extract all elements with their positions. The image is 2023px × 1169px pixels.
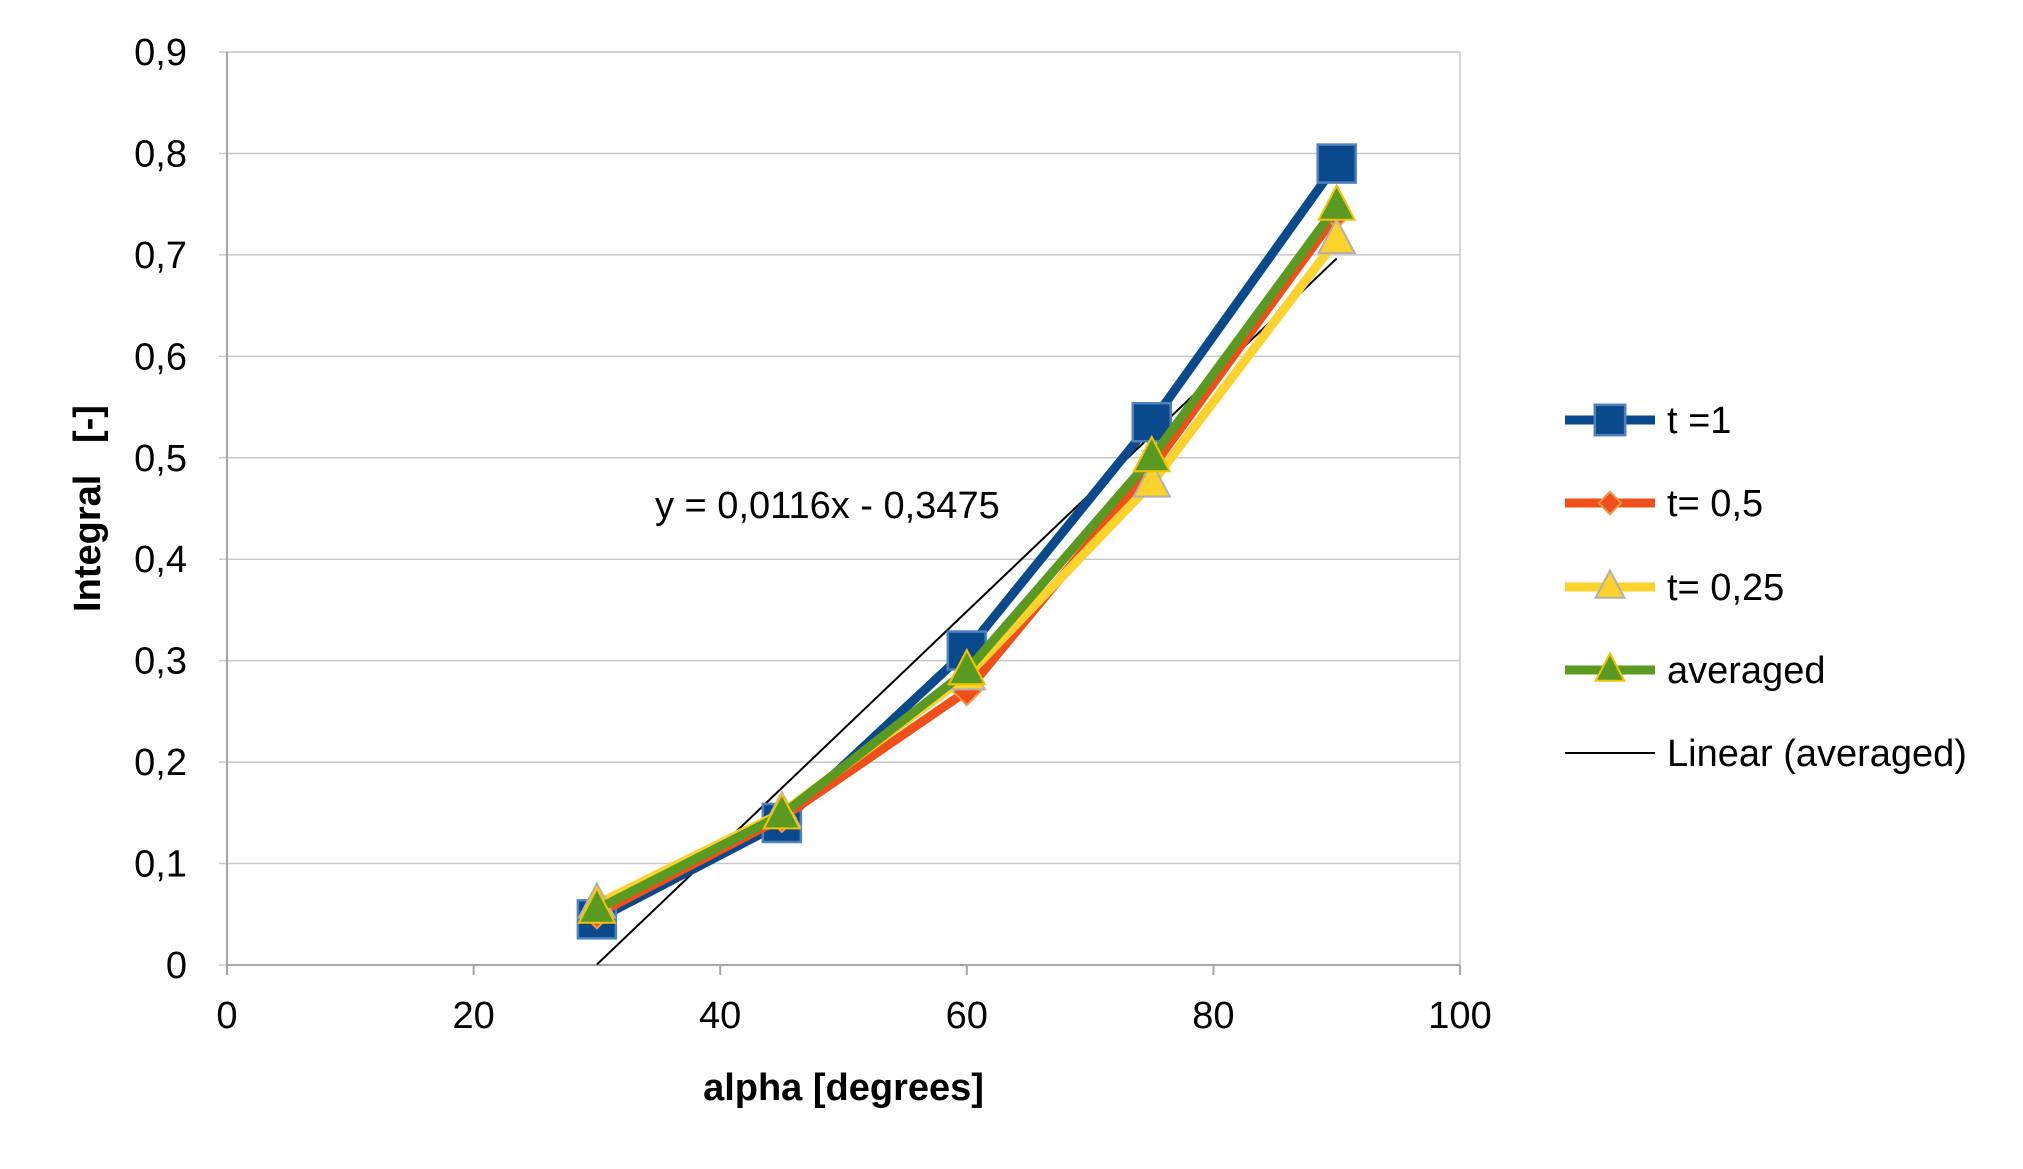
y-tick-label: 0,8 — [134, 133, 187, 175]
y-tick-label: 0,9 — [134, 32, 187, 74]
series-0 — [576, 143, 1357, 940]
y-tick-label: 0,6 — [134, 336, 187, 378]
data-point — [1317, 216, 1357, 255]
x-tick-label: 100 — [1428, 995, 1491, 1037]
y-tick-label: 0,4 — [134, 539, 187, 581]
grid-lines — [219, 51, 1461, 966]
legend: t =1 t= 0,5 t= 0,25 averaged Linear (average… — [1565, 400, 1967, 775]
x-tick-label: 20 — [452, 995, 494, 1037]
series-3 — [577, 183, 1357, 924]
series-line — [594, 160, 1341, 924]
x-tick-label: 80 — [1192, 995, 1234, 1037]
y-tick-labels: 0 0,1 0,2 0,3 0,4 0,5 0,6 0,7 0,8 0,9 — [134, 32, 187, 987]
legend-label: t= 0,5 — [1667, 483, 1763, 525]
data-point — [1132, 434, 1172, 473]
series-2 — [577, 216, 1357, 919]
legend-item: averaged — [1565, 650, 1825, 692]
data-point — [947, 647, 987, 686]
legend-item: t =1 — [1565, 400, 1731, 442]
legend-marker — [1593, 651, 1627, 682]
legend-label: t =1 — [1667, 400, 1731, 442]
y-tick-label: 0,2 — [134, 742, 187, 784]
legend-item: Linear (averaged) — [1565, 733, 1967, 775]
x-tick-label: 60 — [946, 995, 988, 1037]
legend-label: Linear (averaged) — [1667, 733, 1967, 775]
legend-marker — [1593, 568, 1627, 599]
series-line — [594, 236, 1341, 909]
data-point — [577, 886, 617, 924]
series-group — [576, 143, 1357, 940]
legend-label: averaged — [1667, 650, 1825, 692]
legend-item: t= 0,5 — [1565, 483, 1763, 525]
data-point — [1317, 183, 1357, 221]
axes — [226, 52, 1461, 975]
data-point — [1316, 143, 1357, 184]
x-tick-labels: 0 20 40 60 80 100 — [216, 995, 1491, 1037]
legend-item: t= 0,25 — [1565, 567, 1784, 609]
y-tick-label: 0,3 — [134, 641, 187, 683]
data-point — [1132, 460, 1172, 498]
trendline-equation: y = 0,0116x - 0,3475 — [655, 485, 1000, 527]
y-axis-title: Integral [-] — [67, 405, 109, 612]
y-tick-label: 0,7 — [134, 235, 187, 277]
x-tick-label: 40 — [699, 995, 741, 1037]
y-tick-label: 0,1 — [134, 844, 187, 886]
x-tick-label: 0 — [216, 995, 237, 1037]
y-tick-label: 0,5 — [134, 438, 187, 480]
y-tick-label: 0 — [166, 945, 187, 987]
x-axis-title: alpha [degrees] — [703, 1067, 984, 1109]
data-point — [762, 792, 802, 830]
legend-marker — [1593, 403, 1627, 437]
legend-label: t= 0,25 — [1667, 567, 1784, 609]
legend-marker — [1597, 490, 1623, 516]
